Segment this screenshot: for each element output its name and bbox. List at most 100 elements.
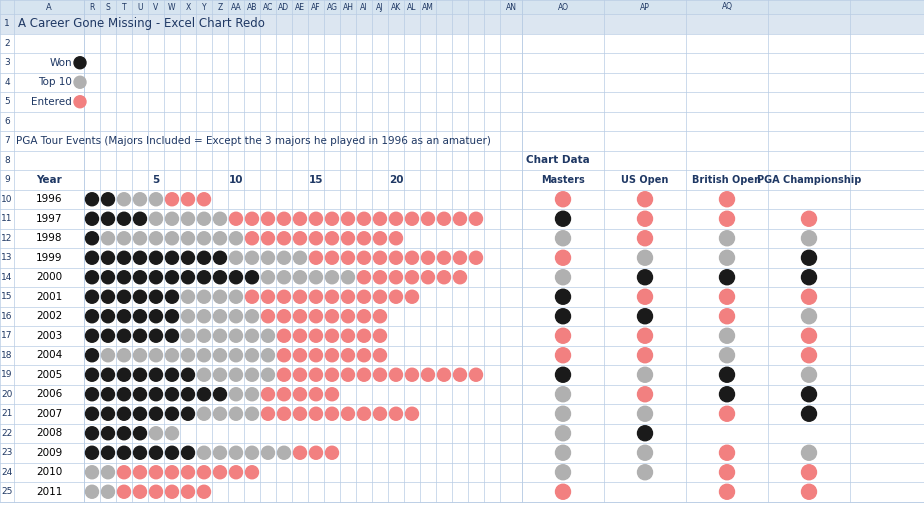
- Text: AI: AI: [360, 3, 368, 12]
- Circle shape: [277, 310, 290, 323]
- Text: 1998: 1998: [36, 233, 62, 243]
- Circle shape: [261, 446, 274, 459]
- Circle shape: [117, 212, 130, 225]
- Circle shape: [310, 310, 322, 323]
- Circle shape: [261, 271, 274, 284]
- Circle shape: [117, 466, 130, 479]
- Circle shape: [86, 368, 99, 381]
- Circle shape: [74, 96, 86, 108]
- Text: 20: 20: [389, 175, 403, 185]
- Circle shape: [801, 367, 817, 382]
- Circle shape: [437, 212, 451, 225]
- Circle shape: [310, 329, 322, 342]
- Circle shape: [150, 407, 163, 420]
- Circle shape: [277, 388, 290, 401]
- Circle shape: [720, 367, 735, 382]
- Circle shape: [261, 407, 274, 420]
- Bar: [0, 0, 924, 14]
- Circle shape: [117, 329, 130, 342]
- Circle shape: [246, 407, 259, 420]
- Circle shape: [86, 427, 99, 440]
- Text: 18: 18: [1, 351, 13, 360]
- Circle shape: [801, 406, 817, 421]
- Circle shape: [294, 212, 307, 225]
- Circle shape: [165, 466, 178, 479]
- Circle shape: [102, 329, 115, 342]
- Text: 5: 5: [152, 175, 160, 185]
- Circle shape: [555, 211, 570, 226]
- Circle shape: [150, 466, 163, 479]
- Text: 3: 3: [4, 58, 10, 67]
- Circle shape: [373, 329, 386, 342]
- Circle shape: [720, 211, 735, 226]
- Circle shape: [390, 368, 403, 381]
- Circle shape: [638, 465, 652, 480]
- Circle shape: [801, 465, 817, 480]
- Text: AB: AB: [247, 3, 257, 12]
- Circle shape: [102, 251, 115, 264]
- Circle shape: [277, 368, 290, 381]
- Text: 7: 7: [4, 136, 10, 145]
- Circle shape: [102, 193, 115, 206]
- Text: 1: 1: [4, 19, 10, 28]
- Circle shape: [325, 349, 338, 362]
- Circle shape: [86, 193, 99, 206]
- Circle shape: [102, 466, 115, 479]
- Circle shape: [198, 193, 211, 206]
- Circle shape: [213, 446, 226, 459]
- Circle shape: [390, 271, 403, 284]
- Text: A: A: [46, 3, 52, 12]
- Circle shape: [246, 466, 259, 479]
- Circle shape: [294, 271, 307, 284]
- Circle shape: [86, 388, 99, 401]
- Circle shape: [213, 232, 226, 245]
- Circle shape: [358, 407, 371, 420]
- Circle shape: [86, 290, 99, 303]
- Circle shape: [277, 407, 290, 420]
- Circle shape: [358, 251, 371, 264]
- Circle shape: [86, 212, 99, 225]
- Circle shape: [342, 407, 355, 420]
- Circle shape: [229, 310, 242, 323]
- Text: Entered: Entered: [31, 97, 72, 107]
- Circle shape: [358, 368, 371, 381]
- Text: 2: 2: [5, 39, 10, 48]
- Circle shape: [373, 212, 386, 225]
- Circle shape: [310, 290, 322, 303]
- Circle shape: [310, 251, 322, 264]
- Circle shape: [150, 368, 163, 381]
- Circle shape: [294, 290, 307, 303]
- Circle shape: [246, 251, 259, 264]
- Text: Top 10: Top 10: [38, 77, 72, 87]
- Circle shape: [801, 289, 817, 304]
- Circle shape: [294, 310, 307, 323]
- Circle shape: [261, 232, 274, 245]
- Circle shape: [294, 251, 307, 264]
- Text: 4: 4: [5, 78, 10, 87]
- Circle shape: [117, 251, 130, 264]
- Circle shape: [150, 388, 163, 401]
- Text: 9: 9: [4, 175, 10, 184]
- Circle shape: [555, 465, 570, 480]
- Circle shape: [469, 212, 482, 225]
- Circle shape: [133, 212, 147, 225]
- Circle shape: [555, 484, 570, 499]
- Circle shape: [74, 76, 86, 88]
- Circle shape: [150, 193, 163, 206]
- Text: 5: 5: [4, 97, 10, 106]
- Circle shape: [86, 271, 99, 284]
- Text: X: X: [186, 3, 190, 12]
- Circle shape: [86, 349, 99, 362]
- Text: 15: 15: [309, 175, 323, 185]
- Circle shape: [555, 367, 570, 382]
- Circle shape: [229, 271, 242, 284]
- Circle shape: [102, 407, 115, 420]
- Text: AP: AP: [640, 3, 650, 12]
- Text: Masters: Masters: [541, 175, 585, 185]
- Circle shape: [86, 485, 99, 498]
- Circle shape: [198, 232, 211, 245]
- Circle shape: [325, 407, 338, 420]
- Circle shape: [213, 388, 226, 401]
- Text: 1996: 1996: [36, 194, 62, 204]
- Text: 13: 13: [1, 253, 13, 262]
